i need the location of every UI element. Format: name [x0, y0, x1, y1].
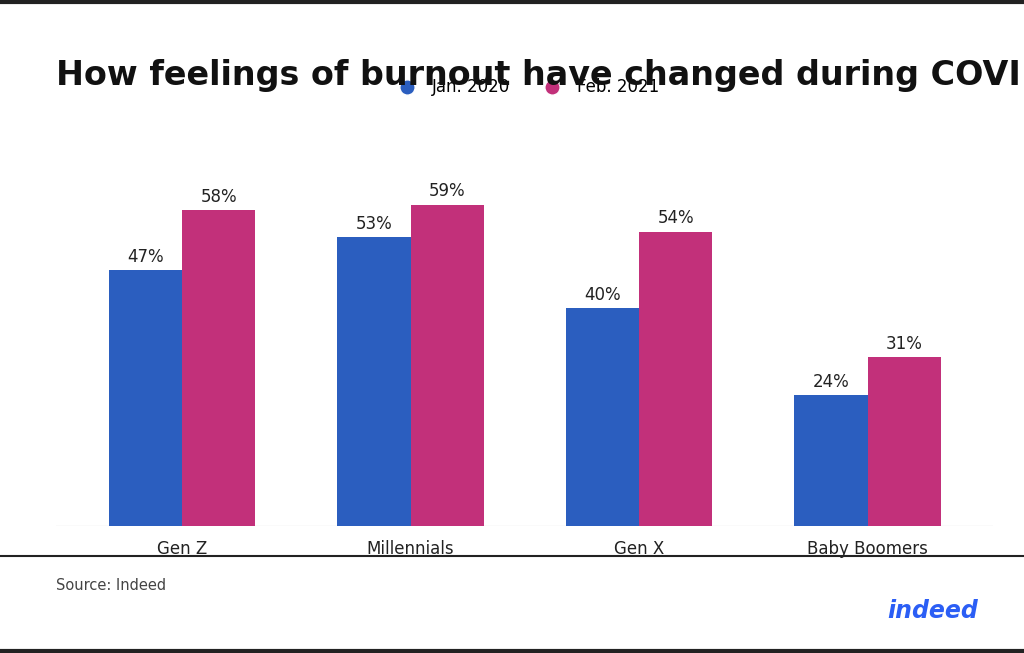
Text: 31%: 31%	[886, 334, 923, 353]
Bar	[109, 270, 182, 526]
Text: How feelings of burnout have changed during COVID-19: How feelings of burnout have changed dur…	[56, 59, 1024, 92]
Bar	[639, 232, 713, 526]
Bar	[795, 395, 867, 526]
Text: 40%: 40%	[584, 285, 621, 304]
Bar	[338, 237, 411, 526]
Text: 47%: 47%	[127, 247, 164, 266]
Text: indeed: indeed	[887, 599, 978, 622]
Bar	[411, 204, 483, 526]
Text: 24%: 24%	[813, 373, 849, 390]
Bar	[867, 357, 941, 526]
Text: 53%: 53%	[355, 215, 392, 233]
Bar	[566, 308, 639, 526]
Legend: Jan. 2020, Feb. 2021: Jan. 2020, Feb. 2021	[384, 72, 666, 103]
Text: 54%: 54%	[657, 210, 694, 227]
Text: 58%: 58%	[201, 187, 237, 206]
Text: Source: Indeed: Source: Indeed	[56, 578, 167, 593]
Bar	[182, 210, 255, 526]
Text: 59%: 59%	[429, 182, 466, 200]
